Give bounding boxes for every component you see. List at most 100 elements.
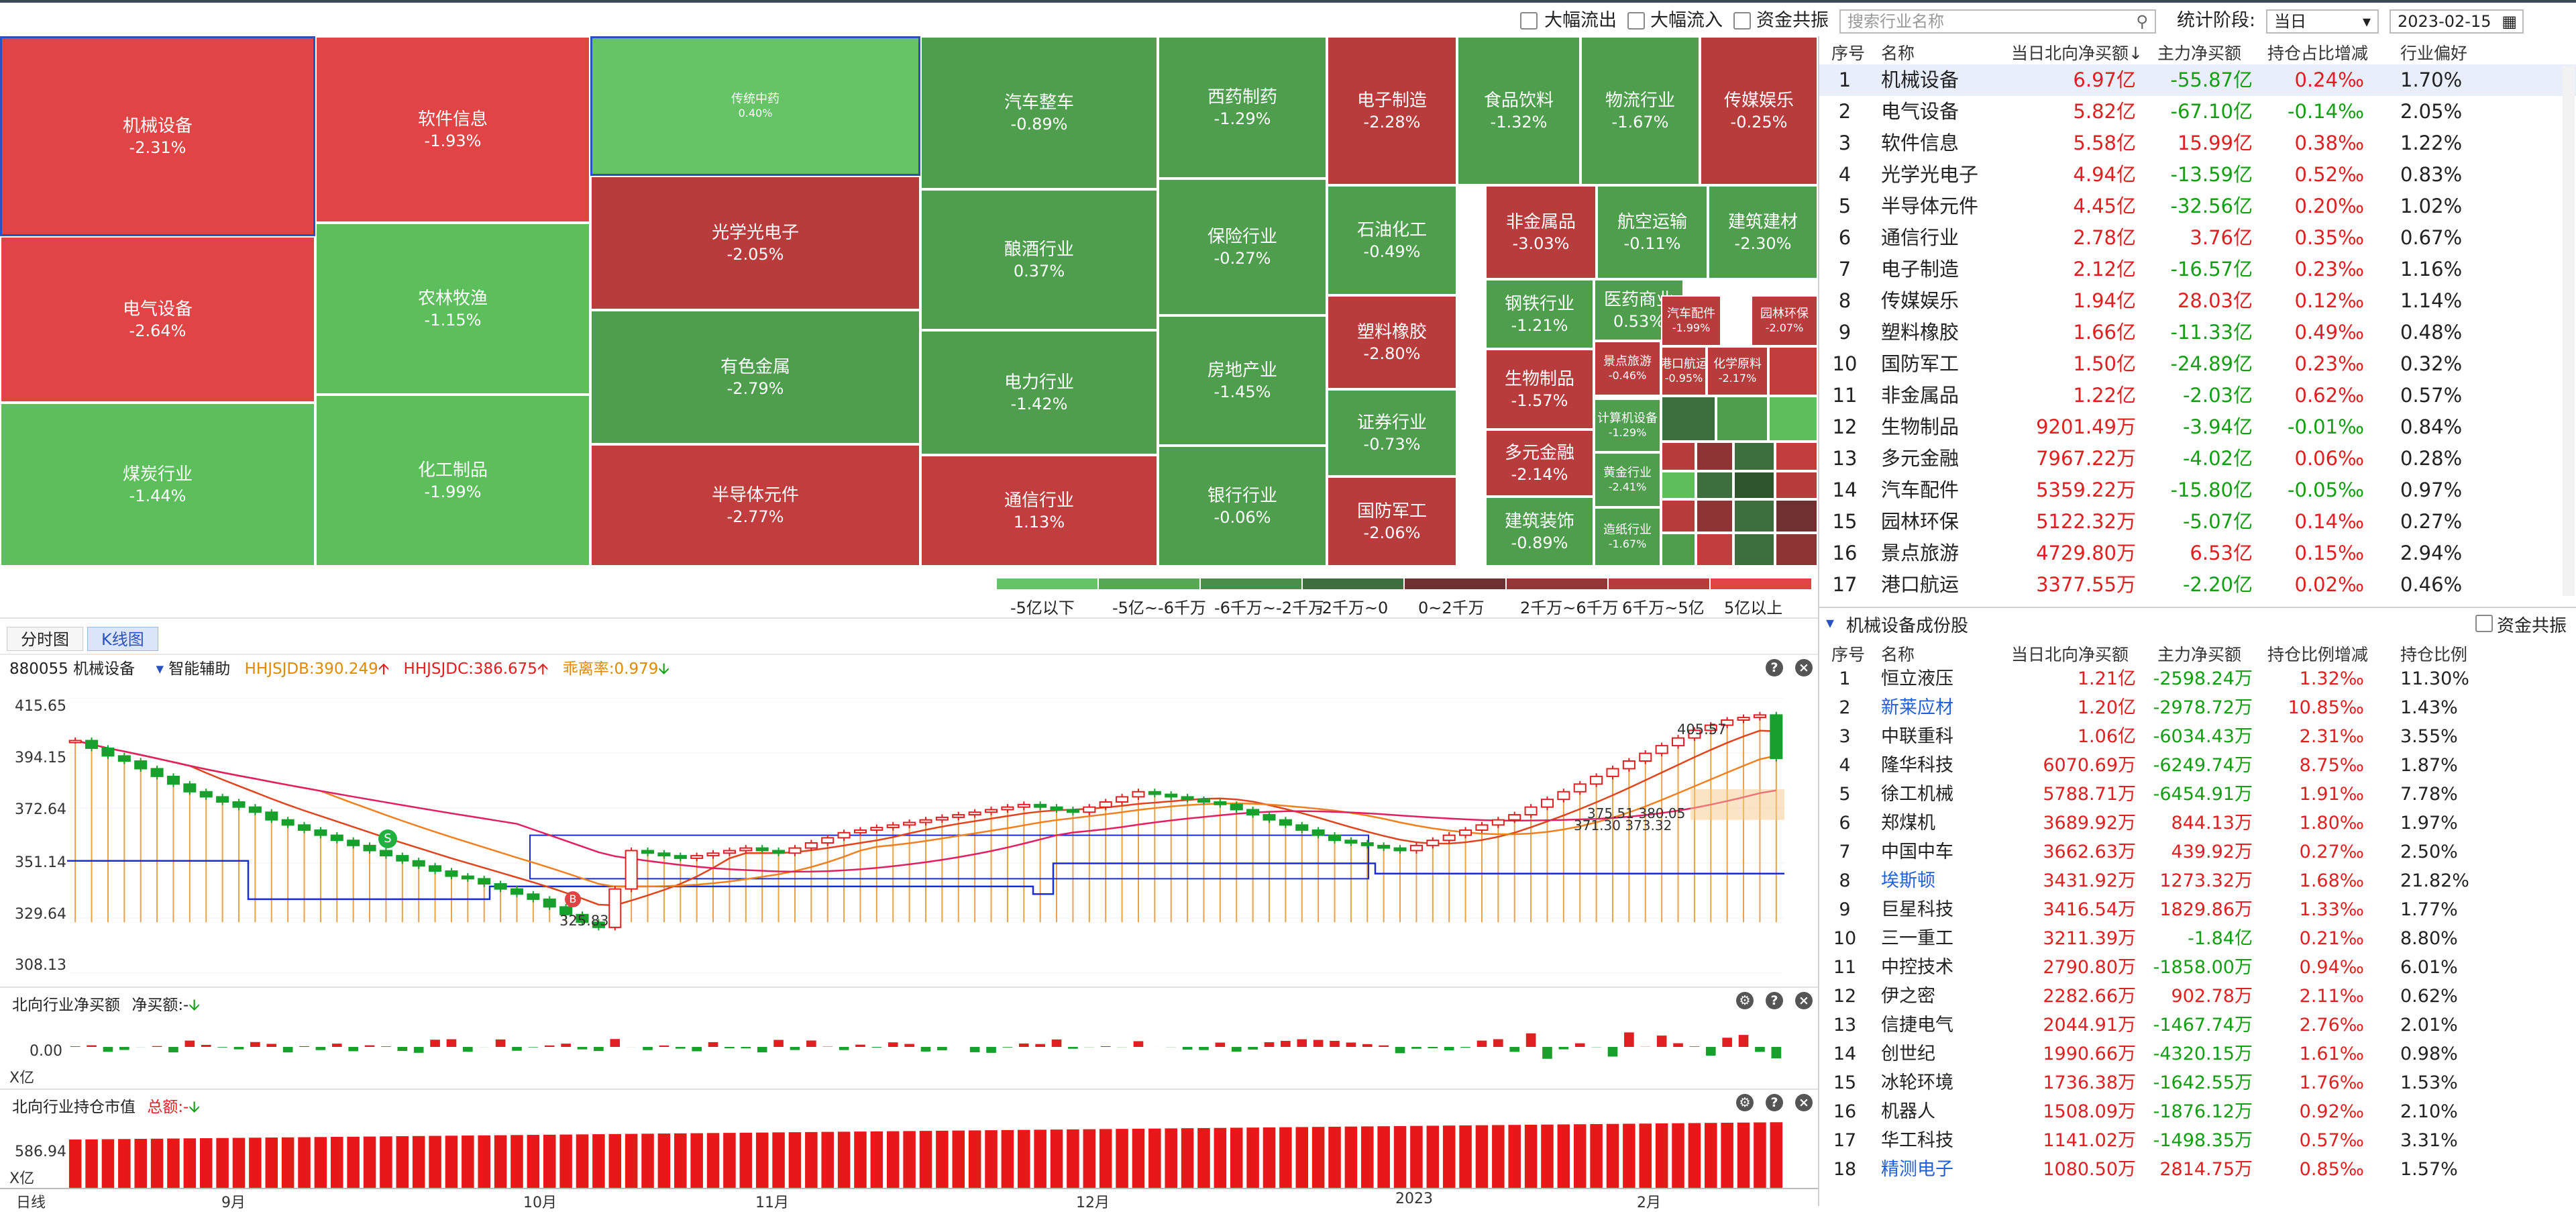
treemap-tile[interactable]: 有色金属-2.79% [590,310,920,444]
col-index[interactable]: 序号 [1831,40,1865,64]
treemap-tile[interactable]: 银行行业-0.06% [1158,446,1327,566]
col-holding-ratio[interactable]: 持仓比例 [2400,642,2467,666]
tab-time-chart[interactable]: 分时图 [7,627,83,651]
close-icon[interactable]: × [1795,659,1813,676]
sell-signal-icon[interactable]: S [378,829,397,848]
help-icon[interactable]: ? [1766,1094,1783,1111]
row-name[interactable]: 三一重工 [1881,924,1953,953]
period-select[interactable]: 当日 ▾ [2266,9,2379,34]
search-icon[interactable]: ⚲ [2136,11,2148,32]
treemap-tile[interactable]: 港口航运-0.95% [1661,346,1707,396]
treemap-tile[interactable]: 保险行业-0.27% [1158,179,1327,315]
treemap-tile[interactable]: 建筑装饰-0.89% [1485,497,1594,566]
row-name[interactable]: 新莱应材 [1881,693,1953,722]
col-name[interactable]: 名称 [1881,642,1915,666]
treemap-tile[interactable]: 传媒娱乐-0.25% [1700,36,1818,185]
treemap-minor-tile[interactable] [1733,442,1775,471]
treemap-tile[interactable]: 电力行业-1.42% [920,330,1158,455]
treemap-tile[interactable]: 钢铁行业-1.21% [1485,279,1594,349]
col-holding-ratio-change[interactable]: 持仓比例增减 [2267,642,2368,666]
col-north-net-buy[interactable]: 当日北向净买额↓ [2011,40,2143,64]
close-icon[interactable]: × [1795,992,1813,1009]
row-name[interactable]: 信捷电气 [1881,1011,1953,1040]
row-name[interactable]: 中控技术 [1881,953,1953,982]
scrollbar[interactable] [2563,66,2575,596]
row-name[interactable]: 徐工机械 [1881,780,1953,809]
treemap-tile[interactable]: 汽车配件-1.99% [1661,295,1721,346]
treemap-tile[interactable]: 化学原料-2.17% [1707,346,1768,396]
treemap-tile[interactable]: 建筑建材-2.30% [1708,185,1818,279]
treemap-tile[interactable]: 房地产业-1.45% [1158,315,1327,446]
row-name[interactable]: 中国中车 [1881,838,1953,866]
treemap-tile[interactable]: 造纸行业-1.67% [1594,507,1661,566]
treemap-tile[interactable]: 西药制药-1.29% [1158,36,1327,179]
row-name[interactable]: 埃斯顿 [1881,866,1935,895]
treemap-tile[interactable]: 塑料橡胶-2.80% [1327,295,1457,389]
treemap-minor-tile[interactable] [1775,471,1818,499]
row-name[interactable]: 恒立液压 [1881,664,1953,693]
treemap-tile[interactable]: 化工制品-1.99% [315,395,590,566]
treemap-tile[interactable]: 证券行业-0.73% [1327,389,1457,476]
treemap-minor-tile[interactable] [1733,471,1775,499]
col-holding-change[interactable]: 持仓占比增减 [2267,40,2368,64]
tab-kline-chart[interactable]: K线图 [87,627,158,651]
treemap-tile[interactable]: 黄金行业-2.41% [1594,452,1661,507]
treemap-minor-tile[interactable] [1661,533,1696,566]
row-name[interactable]: 郑煤机 [1881,809,1935,838]
treemap-minor-tile[interactable] [1696,533,1733,566]
treemap-minor-tile[interactable] [1661,396,1716,442]
treemap-tile[interactable]: 国防军工-2.06% [1327,476,1457,566]
assist-label[interactable]: 智能辅助 [168,660,230,678]
treemap-tile[interactable]: 物流行业-1.67% [1580,36,1700,185]
treemap-minor-tile[interactable] [1775,442,1818,471]
treemap-tile[interactable]: 生物制品-1.57% [1485,349,1594,430]
date-picker[interactable]: 2023-02-15 ▦ [2390,9,2524,34]
treemap-minor-tile[interactable] [1716,396,1768,442]
inflow-checkbox[interactable] [1627,12,1645,30]
treemap-minor-tile[interactable] [1661,442,1696,471]
treemap-minor-tile[interactable] [1775,499,1818,533]
treemap-minor-tile[interactable] [1696,442,1733,471]
buy-signal-icon[interactable]: B [565,891,581,907]
assist-dropdown-icon[interactable]: ▾ [156,660,164,678]
treemap-minor-tile[interactable] [1696,499,1733,533]
row-name[interactable]: 华工科技 [1881,1126,1953,1155]
col-main-net-buy[interactable]: 主力净买额 [2157,40,2241,64]
collapse-icon[interactable]: ▾ [1826,613,1834,632]
treemap-tile[interactable]: 煤炭行业-1.44% [0,403,315,566]
treemap-tile[interactable]: 计算机设备-1.29% [1594,399,1661,452]
row-name[interactable]: 冰轮环境 [1881,1068,1953,1097]
row-name[interactable]: 创世纪 [1881,1040,1935,1068]
treemap-tile[interactable]: 景点旅游-0.46% [1594,341,1661,396]
treemap-minor-tile[interactable] [1733,533,1775,566]
treemap-tile[interactable]: 航空运输-0.11% [1597,185,1708,279]
gear-icon[interactable]: ⚙ [1736,1094,1754,1111]
treemap-tile[interactable]: 食品饮料-1.32% [1457,36,1580,185]
capital-resonance-checkbox-2[interactable] [2475,615,2493,632]
col-name[interactable]: 名称 [1881,40,1915,64]
treemap-tile[interactable]: 机械设备-2.31% [0,36,315,236]
kline-chart[interactable] [67,698,1784,973]
treemap-minor-tile[interactable] [1775,533,1818,566]
treemap-tile[interactable]: 软件信息-1.93% [315,36,590,223]
outflow-checkbox[interactable] [1520,12,1538,30]
